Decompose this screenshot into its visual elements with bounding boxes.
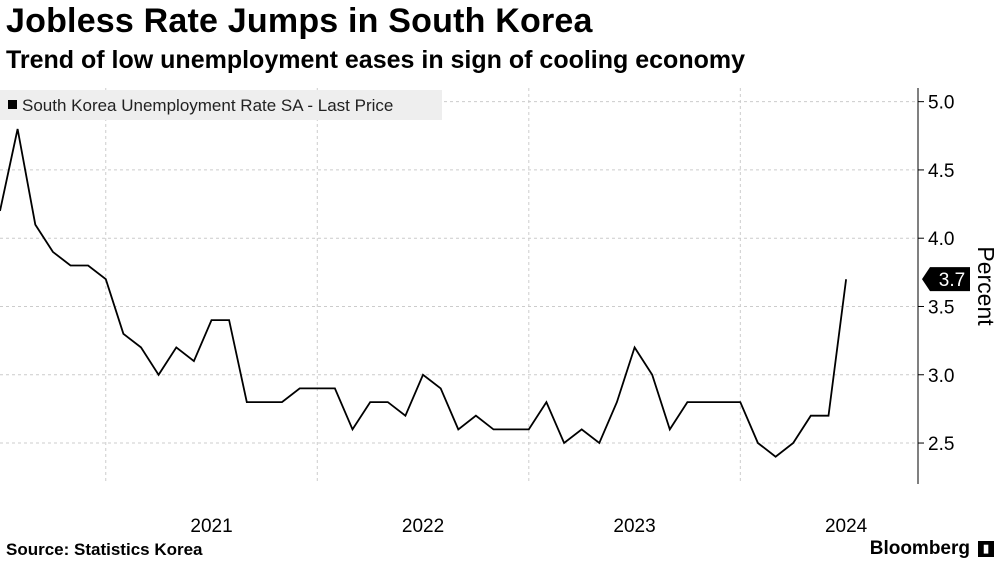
data-point (69, 264, 72, 267)
data-point (580, 428, 583, 431)
x-tick-label: 2022 (402, 516, 444, 537)
data-point (686, 401, 689, 404)
data-point (668, 428, 671, 431)
y-tick-label: 2.5 (928, 434, 954, 455)
data-point (104, 278, 107, 281)
data-point (87, 264, 90, 267)
data-point (845, 278, 848, 281)
data-point (192, 360, 195, 363)
series-line-unemployment-rate (0, 128, 847, 458)
y-axis-ticks: 2.5 3.0 3.5 4.0 4.5 5.0 (918, 93, 954, 455)
y-tick-label: 4.5 (928, 161, 954, 182)
data-point (492, 428, 495, 431)
last-value-label: 3.7 (939, 270, 965, 291)
data-point (510, 428, 513, 431)
y-tick-label: 4.0 (928, 229, 954, 250)
data-point (809, 414, 812, 417)
data-point (175, 346, 178, 349)
data-point (721, 401, 724, 404)
data-point (0, 209, 2, 212)
data-point (333, 387, 336, 390)
y-tick-label: 3.0 (928, 366, 954, 387)
data-point (792, 442, 795, 445)
legend-swatch (8, 100, 17, 109)
x-tick-label: 2024 (825, 516, 868, 537)
data-point (51, 250, 54, 253)
data-point (316, 387, 319, 390)
y-tick-label: 3.5 (928, 297, 954, 318)
data-point (563, 442, 566, 445)
data-point (281, 401, 284, 404)
data-point (422, 373, 425, 376)
data-point (404, 414, 407, 417)
legend-label: South Korea Unemployment Rate SA - Last … (22, 96, 393, 115)
source-note: Source: Statistics Korea (6, 540, 203, 559)
data-point (756, 442, 759, 445)
gridlines (0, 88, 918, 484)
bloomberg-logo: Bloomberg (869, 538, 970, 559)
data-point (651, 373, 654, 376)
data-point (16, 128, 19, 131)
y-tick-label: 5.0 (928, 93, 954, 114)
legend-box (0, 90, 442, 120)
data-points (0, 128, 848, 459)
data-point (633, 346, 636, 349)
data-point (369, 401, 372, 404)
data-point (210, 319, 213, 322)
data-point (527, 428, 530, 431)
x-tick-label: 2021 (190, 516, 232, 537)
x-axis-ticks: 2021 2022 2023 2024 (190, 516, 867, 537)
data-point (140, 346, 143, 349)
chart-subtitle: Trend of low unemployment eases in sign … (6, 46, 745, 74)
bloomberg-terminal-icon: ▮ (978, 541, 994, 557)
data-point (439, 387, 442, 390)
data-point (615, 401, 618, 404)
data-point (122, 332, 125, 335)
y-axis-title: Percent (973, 246, 999, 326)
data-point (263, 401, 266, 404)
data-point (827, 414, 830, 417)
x-tick-label: 2023 (613, 516, 655, 537)
data-point (351, 428, 354, 431)
data-point (157, 373, 160, 376)
data-point (228, 319, 231, 322)
data-point (298, 387, 301, 390)
chart-title: Jobless Rate Jumps in South Korea (6, 2, 593, 40)
data-point (774, 455, 777, 458)
data-point (739, 401, 742, 404)
data-point (245, 401, 248, 404)
last-value-tag (922, 267, 970, 292)
data-point (386, 401, 389, 404)
data-point (34, 223, 37, 226)
data-point (598, 442, 601, 445)
data-point (474, 414, 477, 417)
data-point (545, 401, 548, 404)
data-point (457, 428, 460, 431)
data-point (704, 401, 707, 404)
